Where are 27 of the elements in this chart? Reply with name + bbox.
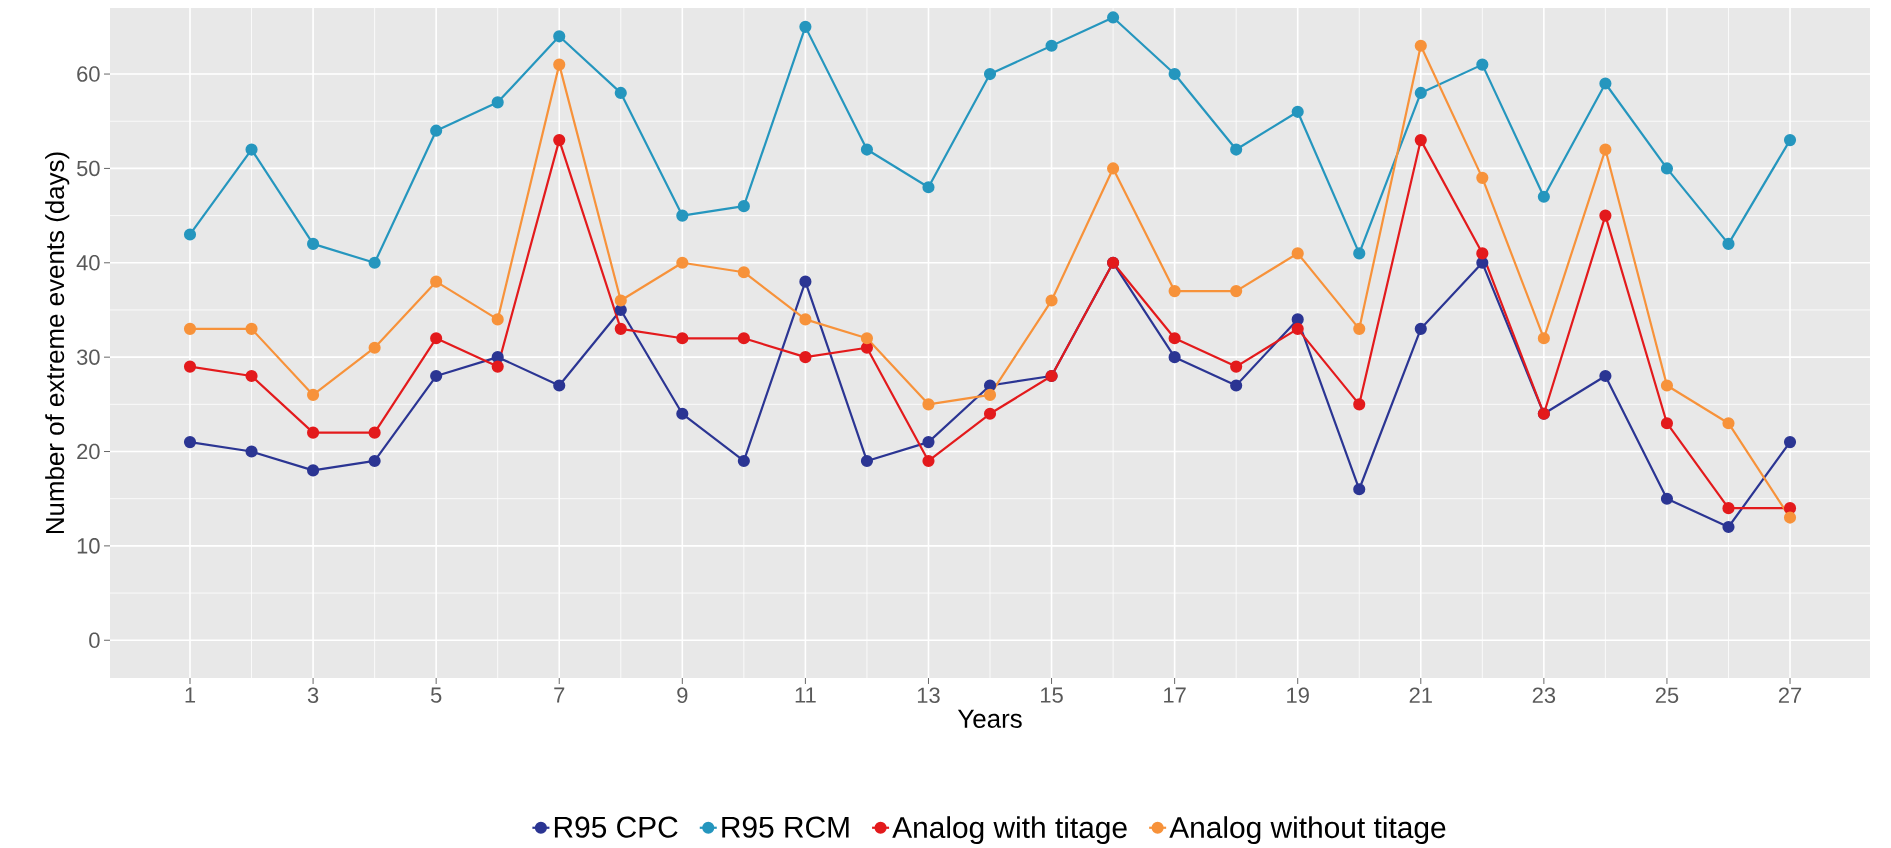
- y-tick-label: 30: [76, 349, 100, 365]
- x-tick-label: 7: [554, 687, 565, 703]
- x-tick-label: 1: [185, 687, 196, 703]
- x-tick-label: 15: [1041, 687, 1063, 703]
- y-tick-label: 40: [76, 255, 100, 271]
- x-tick-label: 11: [795, 687, 816, 703]
- y-axis-title: Number of extreme events (days): [45, 152, 70, 534]
- legend-label: Analog without titage: [1169, 816, 1446, 845]
- legend-label: Analog with titage: [892, 816, 1127, 845]
- x-tick-label: 19: [1287, 687, 1309, 704]
- legend-label: R95 RCM: [722, 816, 849, 838]
- y-tick-label: 60: [77, 66, 100, 82]
- x-tick-label: 27: [1778, 687, 1802, 703]
- y-tick-label: 10: [77, 538, 100, 554]
- x-tick-label: 3: [307, 687, 319, 704]
- x-tick-label: 13: [917, 687, 940, 704]
- x-tick-label: 9: [677, 687, 688, 704]
- y-tick-label: 50: [77, 160, 100, 177]
- x-tick-label: 21: [1409, 687, 1432, 703]
- x-tick-label: 17: [1164, 687, 1186, 703]
- y-tick-label: 20: [77, 443, 100, 460]
- x-tick-label: 23: [1532, 687, 1556, 704]
- legend-label: R95 CPC: [554, 816, 678, 838]
- x-tick-label: 5: [430, 687, 442, 703]
- y-tick-label: 0: [89, 632, 100, 649]
- x-tick-label: 25: [1655, 687, 1679, 704]
- x-axis-title: Years: [957, 709, 1022, 728]
